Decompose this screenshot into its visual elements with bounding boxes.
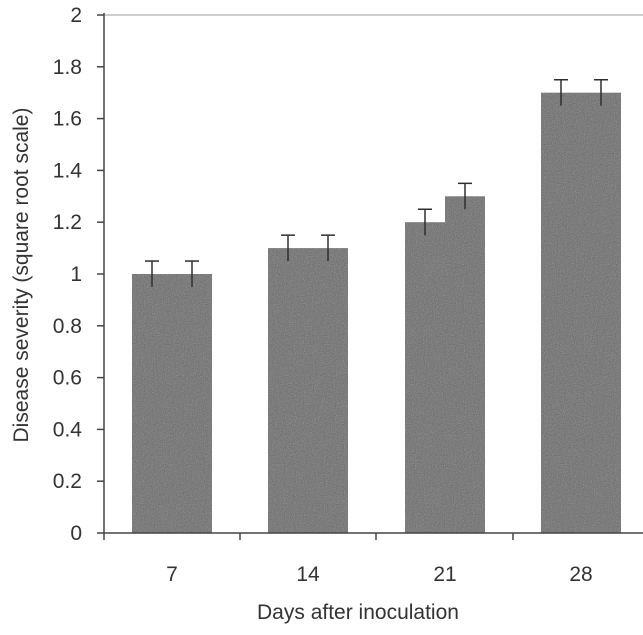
bar bbox=[172, 274, 212, 533]
error-bar bbox=[281, 234, 295, 262]
error-bar bbox=[321, 234, 335, 262]
y-tick-label: 0.8 bbox=[53, 315, 82, 338]
bars-layer bbox=[132, 92, 621, 534]
bar bbox=[268, 248, 308, 533]
errorbars-layer bbox=[145, 79, 608, 287]
bar bbox=[541, 92, 581, 533]
y-tick-label: 0 bbox=[70, 522, 82, 545]
bar bbox=[308, 248, 348, 533]
y-tick-label: 0.2 bbox=[53, 470, 82, 493]
x-tick-label: 7 bbox=[166, 563, 178, 586]
y-ticks: 0 0.2 0.4 0.6 0.8 1 1.2 1.4 1.6 1.8 2 bbox=[53, 4, 104, 545]
error-bar bbox=[418, 208, 432, 236]
error-bar bbox=[594, 79, 608, 106]
bar bbox=[445, 196, 485, 534]
y-tick-label: 0.6 bbox=[53, 367, 82, 390]
y-tick-label: 1 bbox=[70, 263, 82, 286]
error-bar bbox=[145, 260, 159, 287]
y-tick-label: 0.4 bbox=[53, 418, 83, 441]
bar bbox=[581, 92, 621, 533]
y-tick-label: 1.6 bbox=[53, 108, 82, 131]
error-bar bbox=[185, 260, 199, 287]
x-tick-label: 28 bbox=[569, 563, 592, 586]
bar bbox=[132, 274, 172, 533]
bar bbox=[405, 222, 445, 533]
x-tick-label: 21 bbox=[433, 563, 456, 586]
y-axis-title: Disease severity (square root scale) bbox=[10, 108, 33, 443]
x-tick-label: 14 bbox=[296, 563, 320, 586]
axes-layer bbox=[103, 13, 643, 534]
error-bar bbox=[458, 182, 472, 210]
y-tick-label: 1.4 bbox=[53, 159, 83, 182]
y-tick-label: 1.2 bbox=[53, 211, 82, 234]
x-ticks: 7 14 21 28 bbox=[103, 533, 593, 586]
y-tick-label: 1.8 bbox=[53, 56, 82, 79]
x-axis-title: Days after inoculation bbox=[257, 601, 459, 624]
error-bar bbox=[554, 79, 568, 106]
y-tick-label: 2 bbox=[70, 4, 82, 27]
